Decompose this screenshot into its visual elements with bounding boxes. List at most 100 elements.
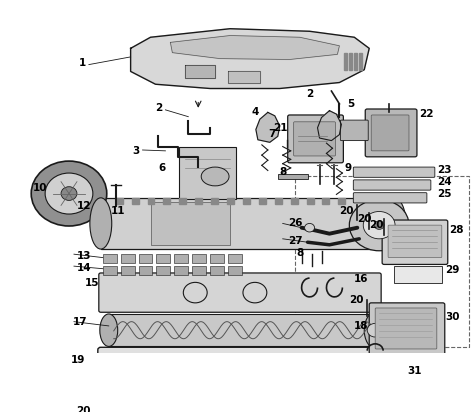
FancyBboxPatch shape — [369, 303, 445, 356]
FancyBboxPatch shape — [174, 254, 188, 263]
Text: 11: 11 — [111, 206, 125, 215]
Text: 20: 20 — [369, 220, 384, 230]
Text: 2: 2 — [307, 89, 314, 98]
FancyBboxPatch shape — [353, 193, 427, 203]
FancyBboxPatch shape — [103, 254, 117, 263]
Text: 17: 17 — [73, 317, 88, 327]
Text: 21: 21 — [273, 123, 287, 133]
FancyBboxPatch shape — [156, 254, 170, 263]
Text: 18: 18 — [354, 321, 369, 331]
FancyBboxPatch shape — [288, 115, 343, 163]
Circle shape — [61, 187, 77, 200]
Circle shape — [31, 161, 107, 226]
FancyBboxPatch shape — [371, 115, 409, 151]
FancyBboxPatch shape — [210, 254, 224, 263]
Text: 16: 16 — [354, 274, 369, 284]
Text: 14: 14 — [77, 263, 91, 273]
Polygon shape — [211, 198, 218, 204]
Ellipse shape — [364, 312, 386, 348]
Circle shape — [363, 211, 395, 239]
Text: 24: 24 — [437, 178, 451, 187]
Text: 6: 6 — [158, 163, 166, 173]
Text: 22: 22 — [419, 109, 433, 119]
FancyBboxPatch shape — [353, 180, 431, 190]
Text: 8: 8 — [297, 248, 304, 258]
FancyBboxPatch shape — [121, 254, 135, 263]
FancyBboxPatch shape — [192, 254, 206, 263]
FancyBboxPatch shape — [375, 308, 437, 349]
FancyBboxPatch shape — [294, 122, 336, 156]
Text: 20: 20 — [76, 406, 91, 412]
Polygon shape — [307, 198, 313, 204]
Bar — [394, 266, 442, 283]
Text: 27: 27 — [288, 236, 302, 246]
Polygon shape — [170, 35, 339, 59]
Polygon shape — [322, 198, 329, 204]
Polygon shape — [227, 198, 234, 204]
FancyBboxPatch shape — [336, 357, 356, 367]
Polygon shape — [359, 53, 362, 70]
FancyBboxPatch shape — [264, 357, 284, 367]
Ellipse shape — [382, 198, 406, 249]
FancyBboxPatch shape — [278, 174, 308, 179]
FancyBboxPatch shape — [99, 273, 381, 312]
Polygon shape — [132, 198, 138, 204]
Polygon shape — [116, 198, 123, 204]
FancyBboxPatch shape — [138, 266, 153, 275]
Polygon shape — [164, 198, 170, 204]
Polygon shape — [179, 198, 186, 204]
Bar — [295, 176, 469, 347]
Text: 15: 15 — [85, 278, 100, 288]
Text: 19: 19 — [71, 355, 85, 365]
Text: 5: 5 — [347, 99, 355, 109]
Polygon shape — [318, 111, 341, 140]
Text: 9: 9 — [345, 163, 352, 173]
FancyBboxPatch shape — [228, 357, 248, 367]
Polygon shape — [243, 198, 250, 204]
FancyBboxPatch shape — [121, 266, 135, 275]
Circle shape — [305, 223, 315, 232]
FancyBboxPatch shape — [156, 266, 170, 275]
FancyBboxPatch shape — [101, 198, 394, 249]
Text: 7: 7 — [268, 129, 275, 139]
FancyBboxPatch shape — [210, 266, 224, 275]
Text: 20: 20 — [357, 214, 372, 224]
Text: 29: 29 — [445, 265, 459, 275]
Polygon shape — [256, 112, 280, 142]
FancyBboxPatch shape — [300, 357, 319, 367]
Text: 23: 23 — [437, 166, 451, 176]
Polygon shape — [354, 53, 357, 70]
FancyBboxPatch shape — [156, 357, 176, 367]
FancyBboxPatch shape — [353, 167, 435, 177]
FancyBboxPatch shape — [365, 109, 417, 157]
Text: 25: 25 — [437, 190, 451, 199]
Text: 1: 1 — [79, 58, 86, 68]
Circle shape — [349, 199, 409, 251]
FancyBboxPatch shape — [151, 202, 230, 245]
Text: 26: 26 — [288, 218, 302, 228]
FancyBboxPatch shape — [138, 254, 153, 263]
Circle shape — [45, 173, 93, 214]
Text: 3: 3 — [133, 146, 140, 156]
Polygon shape — [228, 71, 260, 83]
Ellipse shape — [90, 198, 112, 249]
Polygon shape — [338, 198, 346, 204]
Text: 31: 31 — [407, 366, 421, 376]
Text: 8: 8 — [279, 167, 286, 177]
FancyBboxPatch shape — [192, 357, 212, 367]
Text: 4: 4 — [252, 108, 259, 117]
FancyBboxPatch shape — [192, 266, 206, 275]
FancyBboxPatch shape — [228, 266, 242, 275]
Text: 30: 30 — [446, 312, 460, 322]
Polygon shape — [291, 198, 298, 204]
FancyBboxPatch shape — [228, 254, 242, 263]
Polygon shape — [131, 29, 369, 89]
Polygon shape — [345, 53, 347, 70]
Polygon shape — [275, 198, 282, 204]
FancyBboxPatch shape — [388, 225, 442, 258]
Text: 28: 28 — [449, 225, 463, 235]
FancyBboxPatch shape — [340, 120, 368, 140]
Ellipse shape — [201, 167, 229, 186]
Polygon shape — [349, 53, 352, 70]
FancyBboxPatch shape — [382, 220, 448, 265]
